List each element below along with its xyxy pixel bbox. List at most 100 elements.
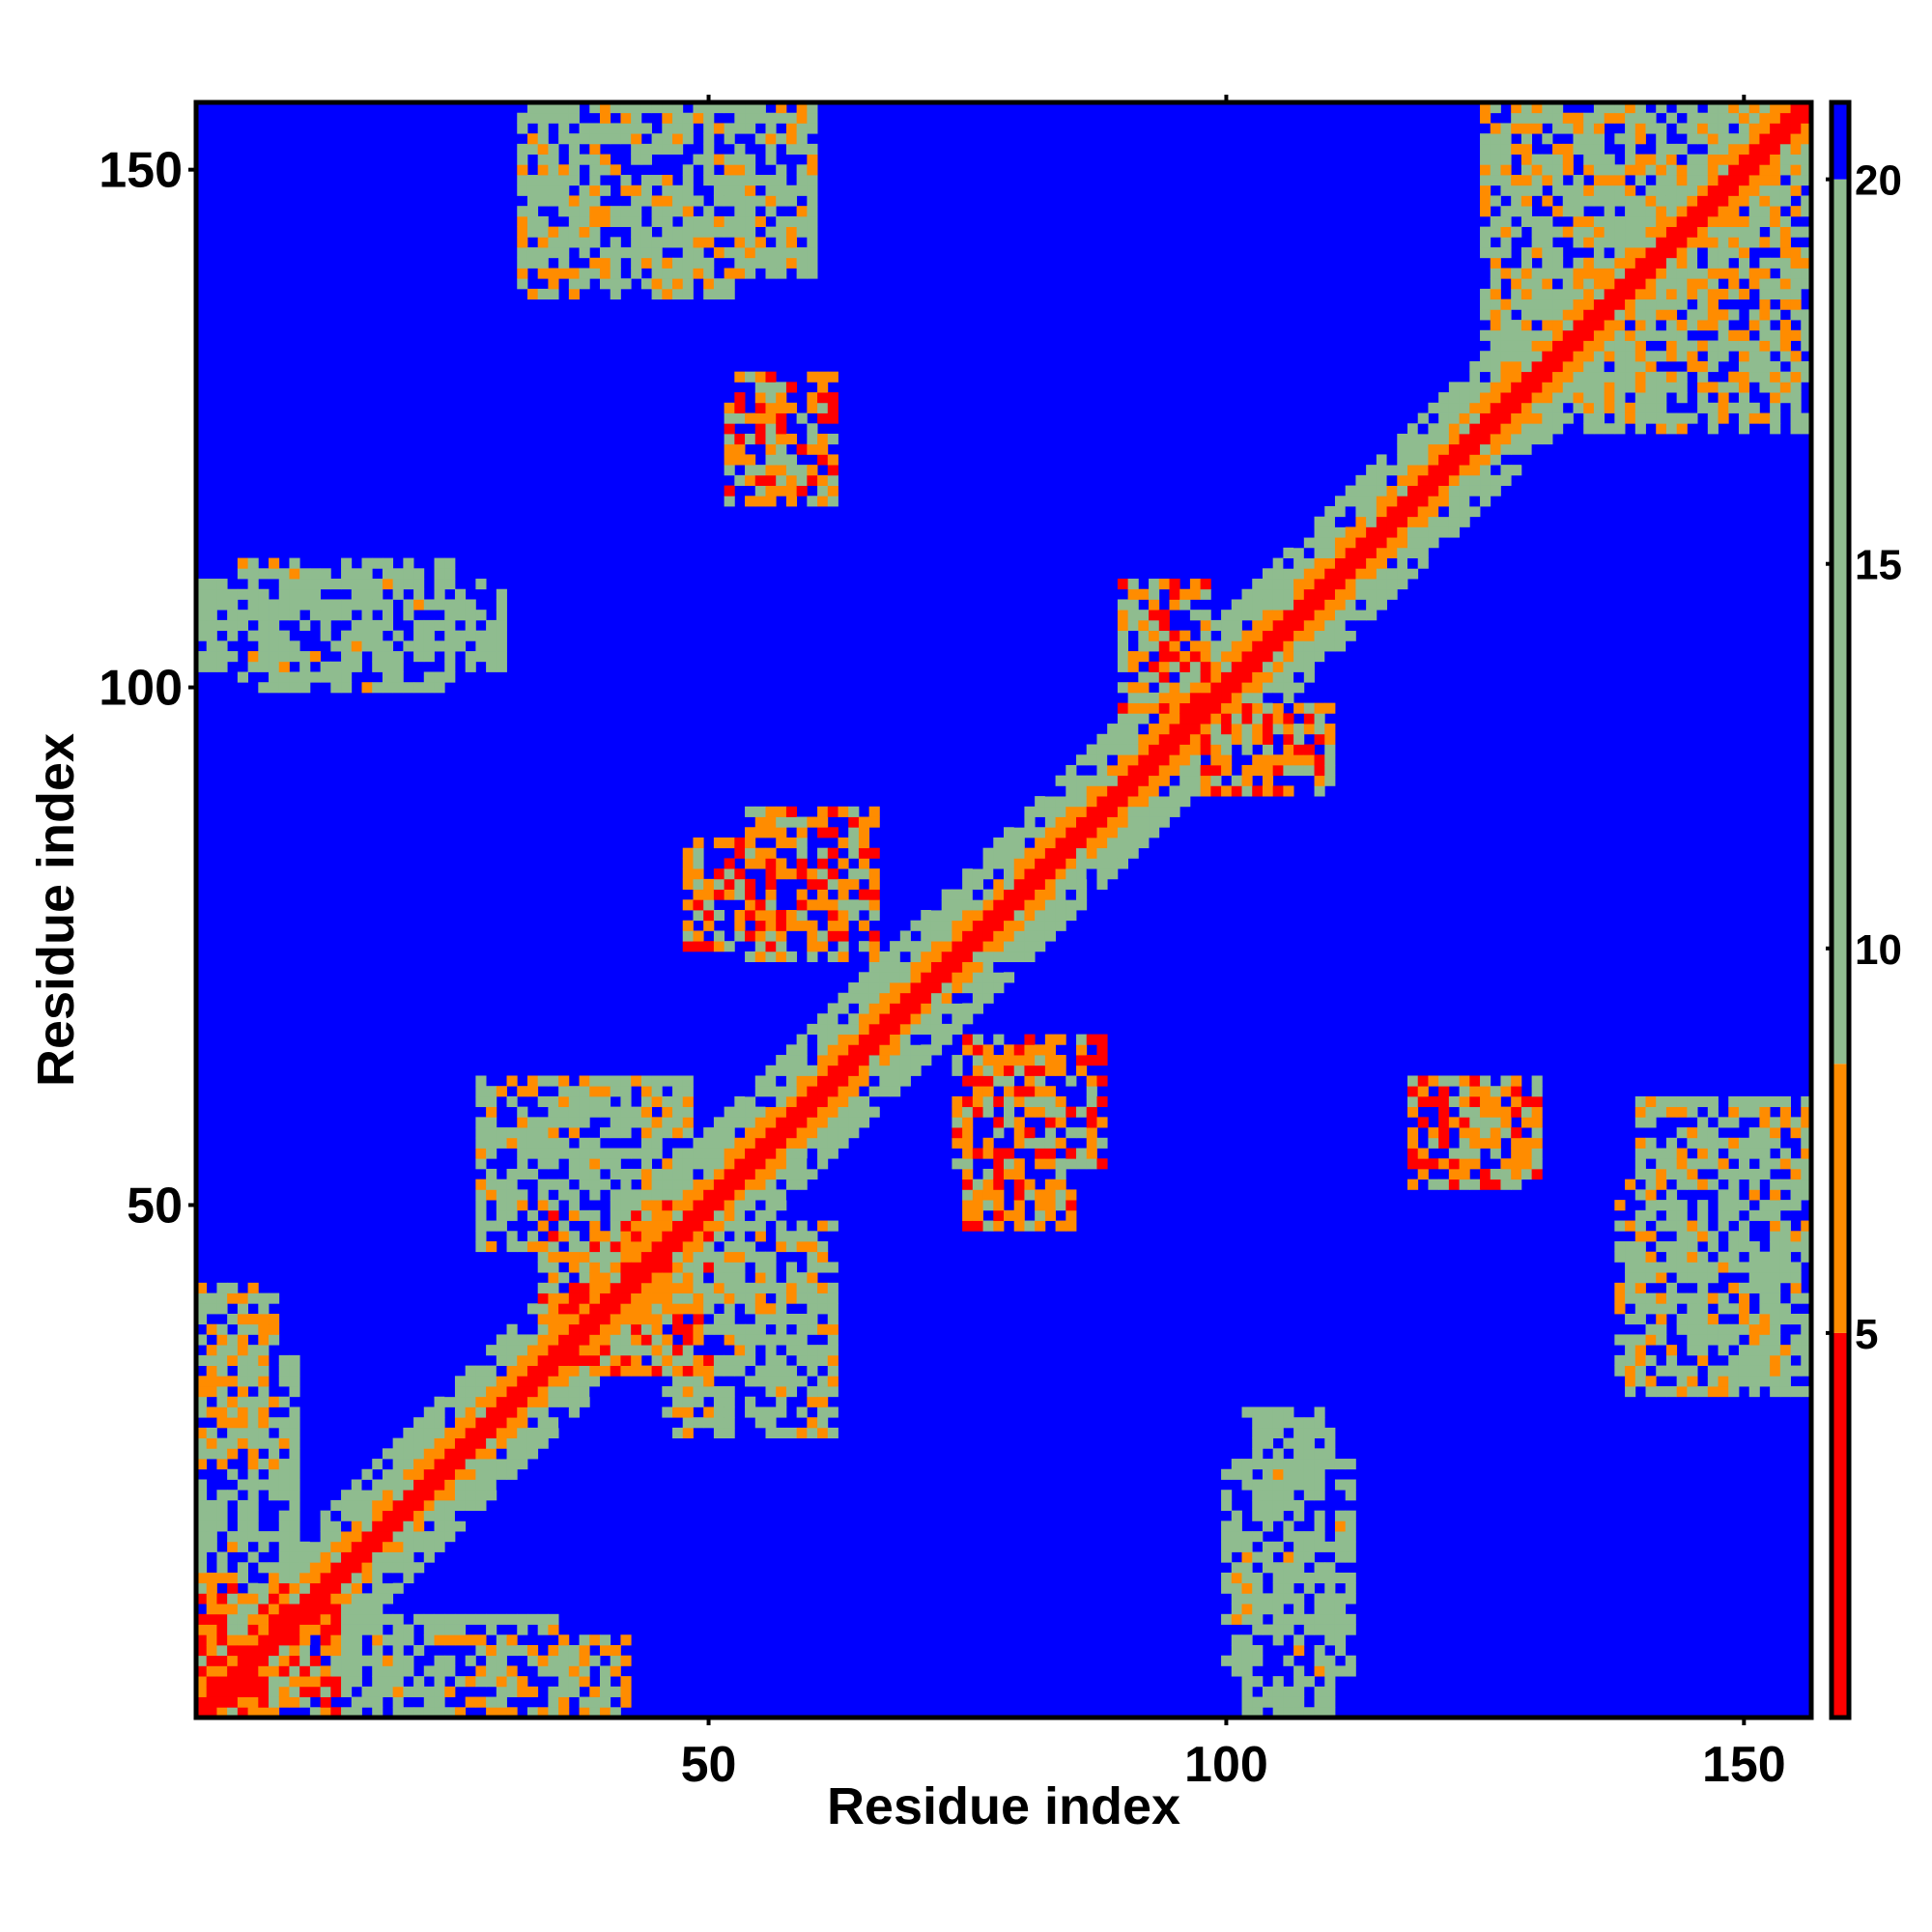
heatmap-cell <box>1531 154 1543 165</box>
heatmap-cell <box>454 1613 467 1625</box>
heatmap-cell <box>1013 1158 1025 1170</box>
heatmap-cell <box>807 1386 818 1398</box>
heatmap-cell <box>434 640 445 652</box>
heatmap-cell <box>237 1696 248 1708</box>
heatmap-cell <box>1324 557 1336 569</box>
heatmap-cell <box>475 1634 487 1646</box>
heatmap-cell <box>1480 382 1492 393</box>
heatmap-cell <box>330 1613 342 1625</box>
heatmap-cell <box>517 257 528 269</box>
heatmap-cell <box>776 1220 787 1232</box>
heatmap-cell <box>1656 412 1667 424</box>
heatmap-cell <box>776 920 787 931</box>
heatmap-cell <box>1645 195 1657 207</box>
heatmap-cell <box>382 1676 394 1688</box>
heatmap-cell <box>796 1323 808 1335</box>
heatmap-cell <box>1656 298 1667 310</box>
heatmap-cell <box>382 1531 394 1543</box>
heatmap-cell <box>848 1023 860 1036</box>
heatmap-cell <box>982 858 994 869</box>
heatmap-cell <box>278 1468 290 1480</box>
heatmap-cell <box>1490 195 1501 207</box>
heatmap-cell <box>1625 1293 1636 1304</box>
heatmap-cell <box>258 1386 270 1398</box>
heatmap-cell <box>1665 268 1678 279</box>
heatmap-cell <box>754 237 766 248</box>
heatmap-cell <box>465 1613 476 1625</box>
heatmap-cell <box>1593 112 1605 124</box>
heatmap-cell <box>745 1406 756 1418</box>
heatmap-cell <box>682 1417 694 1429</box>
heatmap-cell <box>247 1624 259 1635</box>
heatmap-cell <box>662 123 673 134</box>
heatmap-cell <box>734 102 746 114</box>
heatmap-cell <box>1542 175 1553 186</box>
heatmap-cell <box>1469 1117 1481 1128</box>
heatmap-cell <box>1645 257 1657 269</box>
heatmap-cell <box>1634 123 1646 134</box>
heatmap-cell <box>1480 1086 1492 1097</box>
heatmap-cell <box>1076 1148 1088 1159</box>
heatmap-cell <box>1614 1282 1626 1293</box>
heatmap-cell <box>227 1665 239 1677</box>
heatmap-cell <box>776 382 787 393</box>
heatmap-cell <box>600 1262 611 1273</box>
heatmap-cell <box>517 268 528 279</box>
heatmap-cell <box>765 247 777 259</box>
heatmap-cell <box>1397 557 1408 569</box>
heatmap-cell <box>537 1251 549 1263</box>
heatmap-cell <box>558 1676 570 1688</box>
heatmap-cell <box>289 1604 300 1615</box>
heatmap-cell <box>1656 1106 1667 1118</box>
heatmap-cell <box>682 1386 694 1398</box>
heatmap-cell <box>1645 1168 1657 1180</box>
heatmap-cell <box>1665 1303 1678 1315</box>
heatmap-cell <box>662 206 673 217</box>
heatmap-cell <box>382 579 394 590</box>
heatmap-cell <box>1035 1106 1046 1118</box>
heatmap-cell <box>196 661 208 672</box>
heatmap-cell <box>672 1127 684 1139</box>
heatmap-cell <box>1490 133 1501 145</box>
heatmap-cell <box>734 433 746 445</box>
heatmap-cell <box>258 1707 270 1719</box>
heatmap-cell <box>392 1613 404 1625</box>
heatmap-cell <box>703 889 715 900</box>
heatmap-cell <box>1480 298 1492 310</box>
heatmap-cell <box>1149 764 1160 777</box>
heatmap-cell <box>1252 1613 1264 1625</box>
heatmap-cell <box>496 630 507 641</box>
heatmap-cell <box>765 402 777 413</box>
heatmap-cell <box>1324 702 1336 714</box>
heatmap-cell <box>1127 775 1139 786</box>
heatmap-cell <box>382 1613 394 1625</box>
heatmap-cell <box>1076 785 1088 797</box>
heatmap-cell <box>1013 878 1025 890</box>
heatmap-cell <box>1520 1095 1533 1108</box>
heatmap-cell <box>703 1189 715 1201</box>
heatmap-cell <box>579 1282 590 1293</box>
heatmap-cell <box>548 1655 559 1666</box>
heatmap-cell <box>341 661 353 672</box>
heatmap-cell <box>682 847 694 859</box>
heatmap-cell <box>817 1251 829 1263</box>
heatmap-cell <box>258 1365 270 1377</box>
heatmap-cell <box>1573 320 1584 331</box>
heatmap-cell <box>1542 257 1553 269</box>
heatmap-cell <box>444 1655 456 1666</box>
heatmap-cell <box>724 433 735 445</box>
heatmap-cell <box>1334 1665 1347 1677</box>
heatmap-cell <box>827 454 838 466</box>
heatmap-cell <box>1117 640 1129 652</box>
heatmap-cell <box>486 630 497 641</box>
heatmap-cell <box>962 1117 974 1128</box>
heatmap-cell <box>993 858 1005 869</box>
heatmap-cell <box>1490 1137 1501 1149</box>
heatmap-cell <box>1283 1437 1294 1449</box>
heatmap-cell <box>662 1179 673 1190</box>
heatmap-cell <box>1480 454 1492 466</box>
heatmap-cell <box>765 1282 777 1293</box>
heatmap-cell <box>693 1168 704 1180</box>
heatmap-cell <box>693 930 704 942</box>
heatmap-cell <box>827 1106 838 1118</box>
